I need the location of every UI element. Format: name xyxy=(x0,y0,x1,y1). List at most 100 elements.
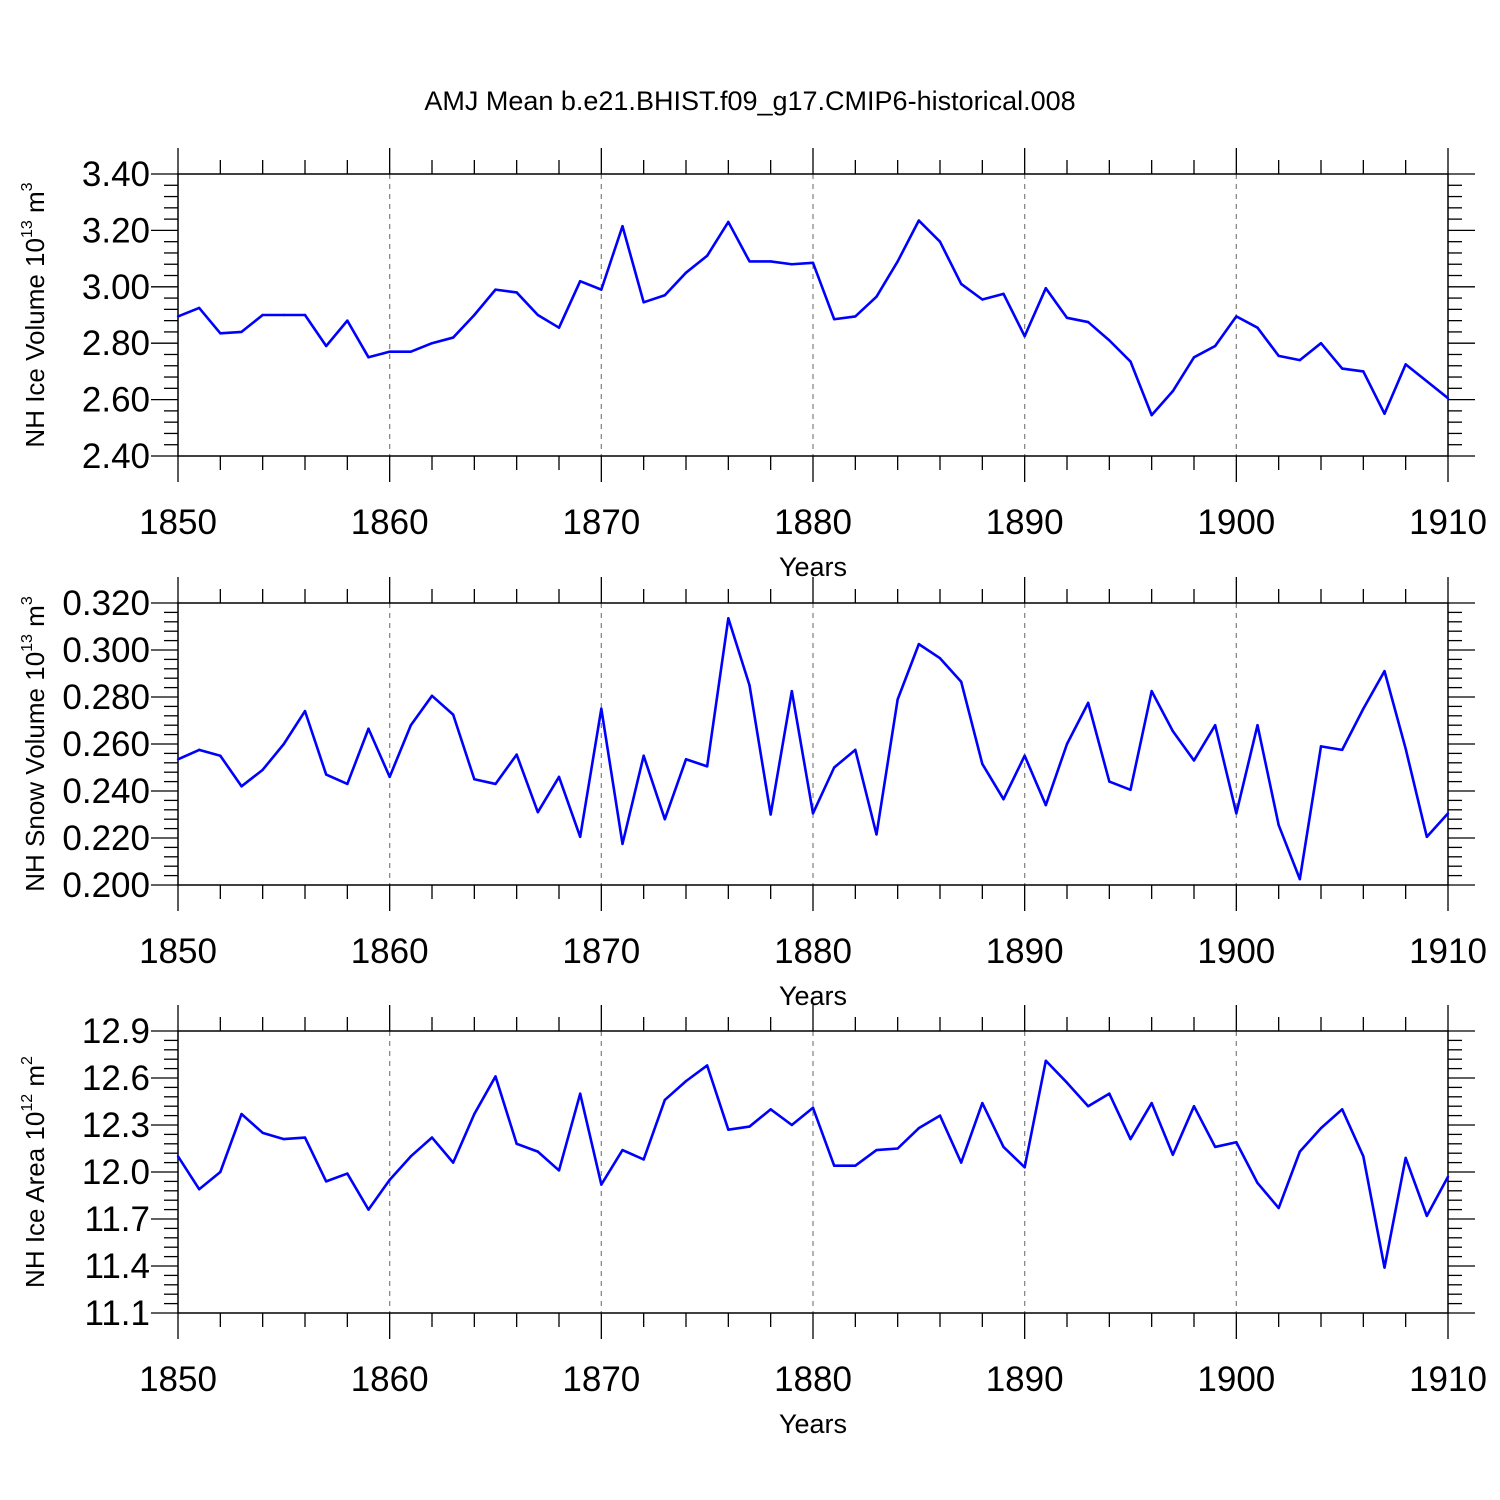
y-tick-label: 0.280 xyxy=(62,678,150,717)
data-point xyxy=(854,1164,857,1167)
data-point xyxy=(388,350,391,353)
data-point xyxy=(981,762,984,766)
data-point xyxy=(1086,320,1090,324)
x-tick-label: 1890 xyxy=(986,503,1064,542)
data-point xyxy=(832,1164,836,1167)
data-point xyxy=(748,260,751,263)
x-tick-label: 1860 xyxy=(351,503,429,542)
y-tick-label: 0.300 xyxy=(62,631,150,670)
data-point xyxy=(1023,754,1026,757)
data-point xyxy=(282,313,286,317)
data-point xyxy=(324,773,328,776)
data-point xyxy=(705,1064,709,1067)
data-point xyxy=(261,768,264,772)
data-point xyxy=(642,301,645,304)
data-point xyxy=(409,350,413,353)
data-point xyxy=(494,1075,497,1078)
data-point xyxy=(494,288,497,291)
data-point xyxy=(1404,1156,1407,1160)
data-point xyxy=(1235,1141,1238,1144)
data-point xyxy=(1425,380,1429,383)
data-point xyxy=(1404,363,1407,366)
data-point xyxy=(1319,745,1323,748)
data-point xyxy=(959,680,963,683)
data-point xyxy=(578,835,582,839)
data-point xyxy=(515,291,518,294)
data-point xyxy=(1319,342,1323,345)
data-point xyxy=(811,812,815,815)
data-point xyxy=(811,1106,815,1109)
data-point xyxy=(536,1150,540,1153)
data-point xyxy=(1340,748,1344,752)
y-tick-label: 0.320 xyxy=(62,584,150,623)
x-tick-label: 1910 xyxy=(1409,503,1487,542)
y-tick-label: 12.0 xyxy=(82,1153,150,1192)
data-point xyxy=(705,254,709,257)
data-point xyxy=(346,319,349,322)
data-point xyxy=(663,818,667,821)
data-point xyxy=(684,758,688,761)
data-point xyxy=(1044,803,1048,807)
data-point xyxy=(1298,358,1302,362)
data-point xyxy=(261,313,264,317)
y-tick-label: 2.60 xyxy=(82,381,150,420)
data-point xyxy=(705,765,709,768)
data-point xyxy=(494,782,497,786)
data-point xyxy=(1277,823,1280,827)
data-point xyxy=(1023,1166,1026,1169)
x-tick-label: 1860 xyxy=(351,1360,429,1399)
x-tick-label: 1910 xyxy=(1409,1360,1487,1399)
data-point xyxy=(1446,812,1450,815)
x-tick-label: 1870 xyxy=(562,1360,640,1399)
x-tick-label: 1880 xyxy=(774,932,852,971)
y-tick-label: 2.40 xyxy=(82,437,150,476)
data-point xyxy=(219,754,222,757)
data-point xyxy=(557,326,561,329)
data-point xyxy=(1340,1108,1344,1111)
y-tick-label: 0.220 xyxy=(62,819,150,858)
y-tick-label: 0.200 xyxy=(62,866,150,905)
x-tick-label: 1850 xyxy=(139,503,217,542)
data-point xyxy=(1298,1150,1302,1153)
x-tick-label: 1860 xyxy=(351,932,429,971)
data-point xyxy=(451,1161,455,1164)
data-point xyxy=(727,617,730,620)
data-point xyxy=(176,1155,180,1158)
y-tick-label: 12.9 xyxy=(82,1012,150,1051)
data-point xyxy=(621,224,624,228)
data-point xyxy=(219,332,222,335)
data-point xyxy=(1319,1126,1323,1130)
data-point xyxy=(1002,292,1005,296)
x-tick-label: 1850 xyxy=(139,932,217,971)
data-point xyxy=(1213,724,1217,727)
data-point xyxy=(282,742,286,746)
data-point xyxy=(1171,389,1175,393)
data-point xyxy=(303,313,307,317)
data-point xyxy=(1108,1092,1111,1095)
data-point xyxy=(473,778,476,781)
panel-3: 1850 1860 1870 1880 1890 1900 1910 11.1 11.4 11.7… xyxy=(19,1005,1487,1439)
data-point xyxy=(282,1137,286,1141)
data-point xyxy=(896,698,899,701)
data-point xyxy=(1108,339,1111,342)
x-tick-label: 1900 xyxy=(1197,1360,1275,1399)
data-point xyxy=(578,1092,582,1095)
data-point xyxy=(240,330,243,334)
data-point xyxy=(896,260,899,263)
data-point xyxy=(917,642,921,646)
data-point xyxy=(1171,729,1175,733)
x-tick-label: 1890 xyxy=(986,1360,1064,1399)
data-point xyxy=(854,748,857,752)
data-point xyxy=(303,1136,307,1139)
data-point xyxy=(451,713,455,716)
y-axis-label: NH Ice Area 1012 m2 xyxy=(19,1056,50,1288)
data-point xyxy=(1150,1101,1153,1105)
data-point xyxy=(875,833,878,836)
data-point xyxy=(663,294,667,297)
data-point xyxy=(1362,707,1365,710)
y-tick-label: 11.4 xyxy=(84,1247,150,1286)
data-point xyxy=(1362,1155,1365,1158)
data-point xyxy=(367,1208,370,1211)
data-point xyxy=(1023,334,1026,338)
data-point xyxy=(748,684,751,687)
